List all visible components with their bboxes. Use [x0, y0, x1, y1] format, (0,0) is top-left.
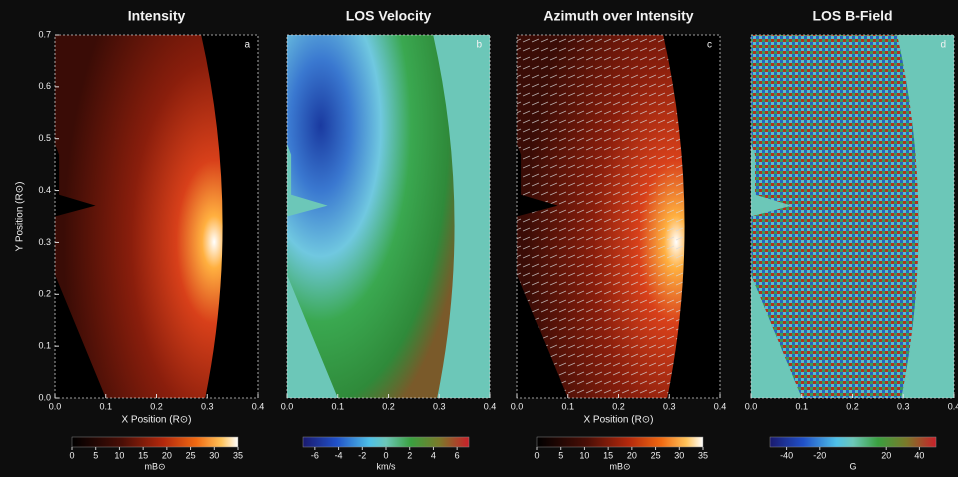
colorbar-tick-label: 6 [455, 450, 460, 460]
colorbar [770, 437, 936, 447]
colorbar [537, 437, 703, 447]
x-tick-label: 0.4 [714, 401, 727, 411]
colorbar-tick-label: -40 [780, 450, 793, 460]
y-tick-label: 0.4 [38, 185, 51, 195]
colorbar-tick-label: 25 [186, 450, 196, 460]
panel-title: Intensity [128, 8, 186, 24]
y-tick-label: 0.0 [38, 392, 51, 402]
colorbar-tick-label: 20 [627, 450, 637, 460]
x-tick-label: 0.1 [331, 401, 344, 411]
colorbar-tick-label: 15 [603, 450, 613, 460]
panel-label: a [244, 40, 250, 51]
x-tick-label: 0.3 [897, 401, 910, 411]
panel-title: Azimuth over Intensity [543, 8, 693, 24]
colorbar-tick-label: 2 [407, 450, 412, 460]
y-axis-label: Y Position (R⊙) [15, 182, 26, 252]
x-tick-label: 0.2 [150, 401, 163, 411]
panel-label: d [940, 40, 946, 51]
y-tick-label: 0.2 [38, 289, 51, 299]
x-tick-label: 0.0 [745, 401, 758, 411]
colorbar [72, 437, 238, 447]
x-tick-label: 0.0 [281, 401, 294, 411]
colorbar-tick-label: 30 [209, 450, 219, 460]
panel-label: b [476, 40, 482, 51]
x-tick-label: 0.2 [612, 401, 625, 411]
x-tick-label: 0.4 [484, 401, 497, 411]
colorbar-tick-label: 0 [534, 450, 539, 460]
colorbar-label: G [849, 461, 856, 471]
colorbar-tick-label: 10 [579, 450, 589, 460]
colorbar-tick-label: 25 [651, 450, 661, 460]
panel-title: LOS B-Field [812, 8, 892, 24]
y-tick-label: 0.6 [38, 81, 51, 91]
x-tick-label: 0.2 [846, 401, 859, 411]
colorbar-tick-label: 15 [138, 450, 148, 460]
colorbar-tick-label: 4 [431, 450, 436, 460]
colorbar-label: mB⊙ [609, 461, 630, 471]
x-axis-label: X Position (R⊙) [583, 415, 653, 426]
x-tick-label: 0.4 [948, 401, 958, 411]
y-tick-label: 0.5 [38, 133, 51, 143]
colorbar-tick-label: 20 [162, 450, 172, 460]
y-tick-label: 0.3 [38, 237, 51, 247]
colorbar-tick-label: 30 [674, 450, 684, 460]
panel-title: LOS Velocity [346, 8, 432, 24]
colorbar-tick-label: 0 [69, 450, 74, 460]
colorbar-tick-label: -4 [335, 450, 343, 460]
x-axis-label: X Position (R⊙) [121, 415, 191, 426]
colorbar-tick-label: 20 [881, 450, 891, 460]
colorbar-tick-label: -20 [813, 450, 826, 460]
colorbar-tick-label: 40 [914, 450, 924, 460]
colorbar-tick-label: 10 [114, 450, 124, 460]
x-tick-label: 0.3 [201, 401, 214, 411]
x-tick-label: 0.3 [663, 401, 676, 411]
colorbar-tick-label: 35 [698, 450, 708, 460]
colorbar-tick-label: -2 [358, 450, 366, 460]
colorbar-label: mB⊙ [144, 461, 165, 471]
colorbar-tick-label: 5 [93, 450, 98, 460]
colorbar-tick-label: -6 [311, 450, 319, 460]
x-tick-label: 0.2 [382, 401, 395, 411]
panel-label: c [707, 40, 712, 51]
x-tick-label: 0.4 [252, 401, 265, 411]
colorbar-label: km/s [377, 461, 396, 471]
y-tick-label: 0.1 [38, 341, 51, 351]
y-tick-label: 0.7 [38, 29, 51, 39]
x-tick-label: 0.1 [99, 401, 112, 411]
colorbar-tick-label: 0 [383, 450, 388, 460]
x-tick-label: 0.0 [511, 401, 524, 411]
x-tick-label: 0.1 [561, 401, 574, 411]
figure: Intensity a 0.0 0.1 0.2 0.3 0.4 X Position (R⊙)… [0, 0, 958, 477]
colorbar-tick-label: 35 [233, 450, 243, 460]
colorbar-tick-label: 5 [558, 450, 563, 460]
x-tick-label: 0.0 [49, 401, 62, 411]
x-tick-label: 0.1 [795, 401, 808, 411]
x-tick-label: 0.3 [433, 401, 446, 411]
colorbar [303, 437, 469, 447]
